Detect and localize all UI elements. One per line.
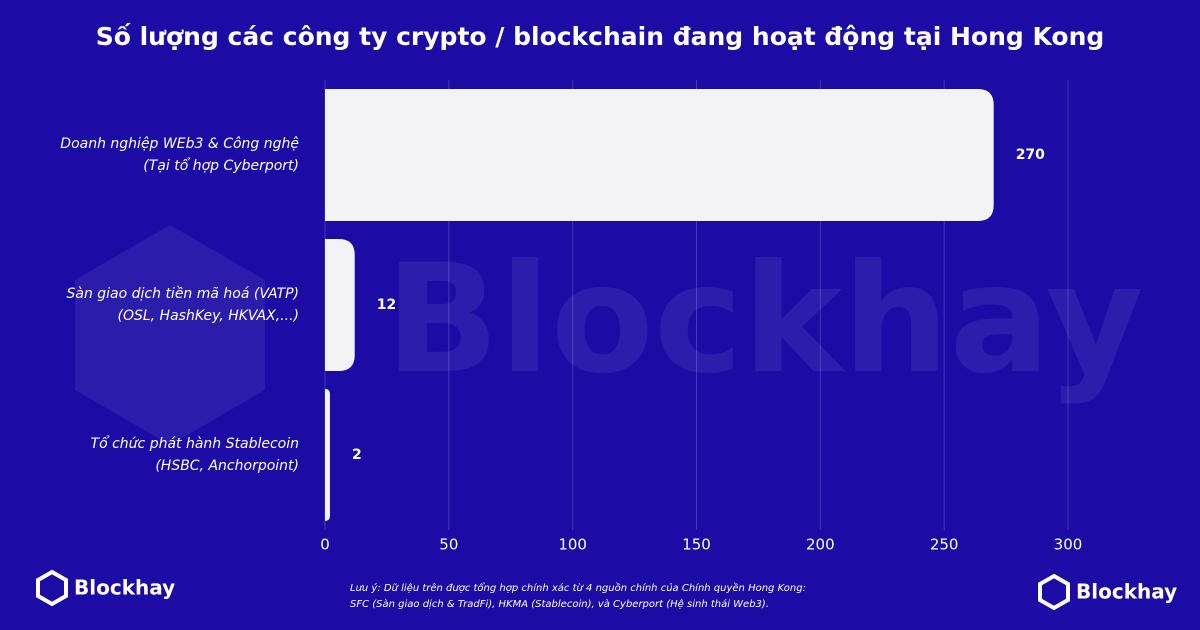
y-tick-label: Sàn giao dịch tiền mã hoá (VATP) xyxy=(66,285,299,302)
x-tick-label: 150 xyxy=(682,536,711,554)
logo-right: Blockhay xyxy=(1038,573,1177,611)
y-tick-label: (HSBC, Anchorpoint) xyxy=(155,458,299,474)
y-tick-label: Tổ chức phát hành Stablecoin xyxy=(91,435,299,452)
x-tick-label: 200 xyxy=(806,536,835,554)
y-tick-label: (Tại tổ hợp Cyberport) xyxy=(143,157,299,174)
note: SFC (Sàn giao dịch & TradFi), HKMA (Stab… xyxy=(350,598,769,610)
logo-icon xyxy=(36,569,68,607)
value-label: 12 xyxy=(377,297,396,313)
x-tick-label: 300 xyxy=(1054,536,1083,554)
bar xyxy=(325,239,355,371)
bar xyxy=(325,389,330,521)
logo-text: Blockhay xyxy=(74,576,175,600)
bar xyxy=(325,89,994,221)
watermark: Blockhay xyxy=(75,225,1144,445)
chart-title: Số lượng các công ty crypto / blockchain… xyxy=(96,22,1105,51)
x-tick-label: 0 xyxy=(320,536,330,554)
x-tick-label: 50 xyxy=(439,536,458,554)
y-tick-label: (OSL, HashKey, HKVAX,...) xyxy=(117,308,299,324)
logo-text: Blockhay xyxy=(1076,580,1177,604)
watermark-text: Blockhay xyxy=(385,233,1144,407)
y-tick-label: Doanh nghiệp WEb3 & Công nghệ xyxy=(60,136,299,152)
logo-left: Blockhay xyxy=(36,569,175,607)
x-tick-label: 250 xyxy=(930,536,959,554)
watermark-icon xyxy=(75,225,265,445)
value-label: 270 xyxy=(1016,147,1045,163)
value-label: 2 xyxy=(352,447,362,463)
note: Lưu ý: Dữ liệu trên được tổng hợp chính … xyxy=(350,581,806,594)
logo-icon xyxy=(1038,573,1070,611)
x-tick-label: 100 xyxy=(558,536,587,554)
